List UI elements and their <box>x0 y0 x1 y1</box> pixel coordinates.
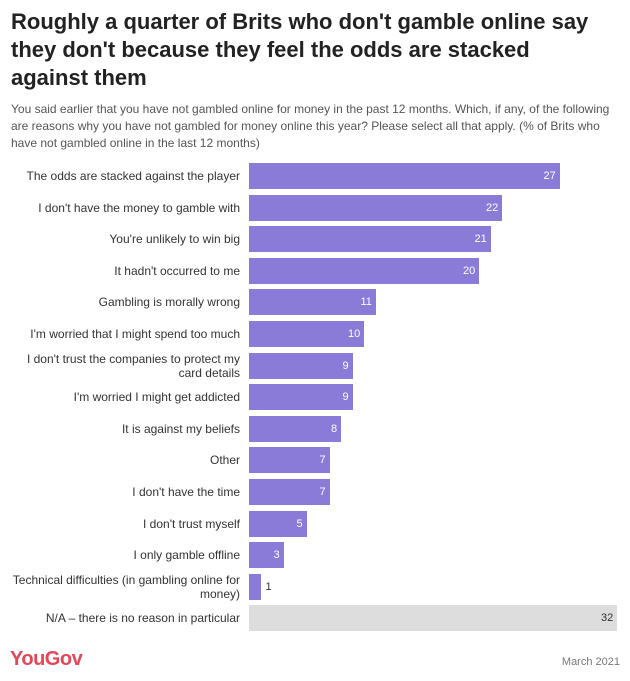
category-label: Other <box>209 453 240 468</box>
value-label: 21 <box>474 233 487 246</box>
bar <box>249 542 284 569</box>
bar <box>249 605 617 632</box>
bar <box>249 163 560 189</box>
bar <box>249 415 341 442</box>
category-label: I'm worried that I might spend too much <box>30 327 240 341</box>
bar <box>249 479 330 505</box>
value-label: 8 <box>331 422 338 435</box>
value-label: 20 <box>463 264 476 277</box>
publication-date: March 2021 <box>561 656 620 668</box>
bar <box>249 510 307 537</box>
chart-subtitle: You said earlier that you have not gambl… <box>11 102 610 150</box>
bar <box>249 226 491 253</box>
value-label: 32 <box>601 612 614 625</box>
bar <box>249 573 261 600</box>
value-label: 9 <box>342 391 349 404</box>
bar <box>249 447 330 474</box>
category-label: I don't have the money to gamble with <box>38 200 240 215</box>
category-label: It hadn't occurred to me <box>114 263 240 278</box>
bar <box>249 194 502 221</box>
category-label: I only gamble offline <box>133 548 240 563</box>
chart-title: Roughly a quarter of Brits who don't gam… <box>11 9 589 90</box>
value-label: 7 <box>319 486 326 498</box>
category-label: N/A – there is no reason in particular <box>45 611 240 626</box>
category-label: You're unlikely to win big <box>109 232 240 247</box>
value-label: 27 <box>543 170 556 182</box>
category-label: I don't trust myself <box>143 516 240 531</box>
value-label: 9 <box>342 359 349 372</box>
bar <box>249 257 479 284</box>
category-label: Gambling is morally wrong <box>98 295 240 310</box>
category-label: I don't have the time <box>132 485 240 499</box>
category-label: It is against my beliefs <box>121 421 240 436</box>
category-label: Technical difficulties (in gambling onli… <box>12 572 240 601</box>
category-label: I don't trust the companies to protect m… <box>26 351 240 380</box>
value-label: 22 <box>486 201 499 214</box>
category-label: I'm worried I might get addicted <box>73 390 240 405</box>
value-label: 11 <box>360 296 372 309</box>
bar <box>249 384 353 411</box>
value-label: 3 <box>273 549 280 562</box>
bar <box>249 321 364 347</box>
value-label: 1 <box>265 580 272 593</box>
category-label: The odds are stacked against the player <box>26 169 240 183</box>
value-label: 7 <box>319 454 326 467</box>
bar <box>249 352 353 379</box>
value-label: 5 <box>296 517 303 530</box>
yougov-logo: YouGov <box>10 648 83 670</box>
value-label: 10 <box>348 328 361 340</box>
bar <box>249 289 376 316</box>
